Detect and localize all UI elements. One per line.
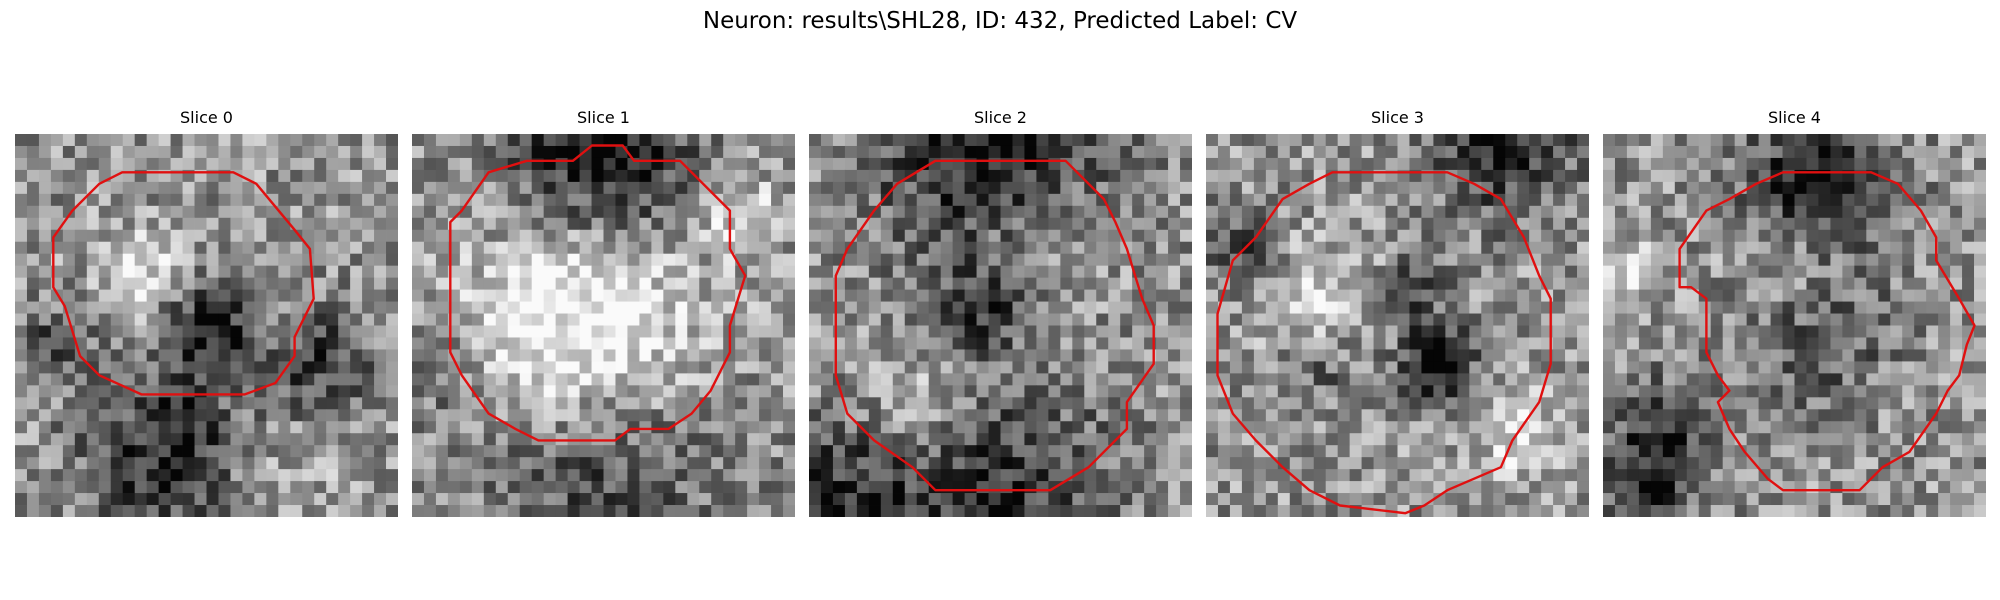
neuron-contour-2 — [834, 159, 1155, 492]
neuron-contour-3 — [1216, 171, 1552, 515]
slice-title-0: Slice 0 — [180, 108, 233, 127]
figure-title: Neuron: results\SHL28, ID: 432, Predicte… — [702, 8, 1298, 34]
slice-image-1 — [412, 134, 795, 517]
slice-image-4 — [1603, 134, 1986, 517]
slice-title-4: Slice 4 — [1768, 108, 1821, 127]
slice-image-0 — [15, 134, 398, 517]
slice-image-2 — [809, 134, 1192, 517]
neuron-contour-1 — [449, 144, 747, 442]
slice-image-3 — [1206, 134, 1589, 517]
slice-title-1: Slice 1 — [577, 108, 630, 127]
neuron-contour-4 — [1678, 171, 1976, 492]
slice-title-3: Slice 3 — [1371, 108, 1424, 127]
slice-title-2: Slice 2 — [974, 108, 1027, 127]
neuron-contour-0 — [52, 171, 315, 396]
